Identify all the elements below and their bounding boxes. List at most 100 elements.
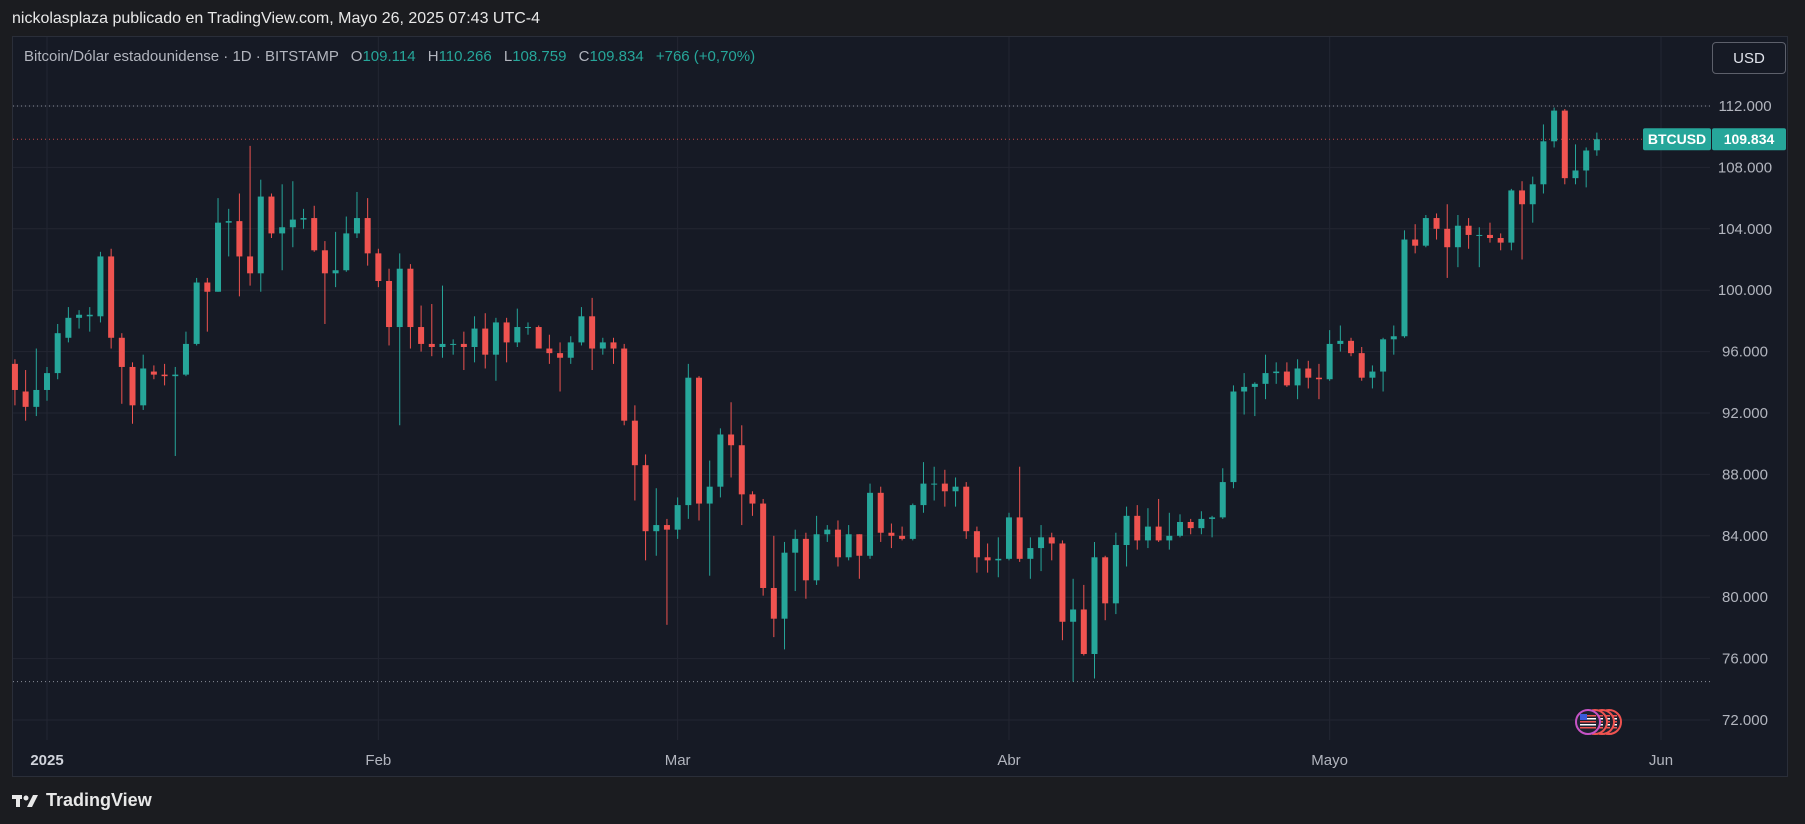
candle[interactable] <box>321 241 328 324</box>
candle[interactable] <box>1177 514 1184 538</box>
candle[interactable] <box>984 543 991 573</box>
candle[interactable] <box>257 179 264 292</box>
candle[interactable] <box>1305 360 1312 389</box>
candle[interactable] <box>1380 337 1387 392</box>
candle[interactable] <box>567 336 574 364</box>
candle[interactable] <box>172 366 179 456</box>
candle[interactable] <box>642 454 649 561</box>
candle[interactable] <box>888 523 895 549</box>
candle[interactable] <box>1551 107 1558 148</box>
event-flags[interactable] <box>1575 709 1622 735</box>
candle[interactable] <box>375 248 382 288</box>
candle[interactable] <box>1497 233 1504 251</box>
candle[interactable] <box>621 343 628 426</box>
candle[interactable] <box>706 460 713 576</box>
candle[interactable] <box>1508 188 1515 251</box>
candle[interactable] <box>11 359 18 406</box>
candle[interactable] <box>557 342 564 392</box>
candle[interactable] <box>599 337 606 355</box>
candle[interactable] <box>909 503 916 541</box>
candle[interactable] <box>1230 385 1237 489</box>
candle[interactable] <box>685 363 692 519</box>
candle[interactable] <box>760 498 767 596</box>
candle[interactable] <box>386 268 393 346</box>
candle[interactable] <box>1005 512 1012 561</box>
candle[interactable] <box>1080 584 1087 656</box>
candle[interactable] <box>44 366 50 401</box>
candle[interactable] <box>225 208 232 257</box>
candle[interactable] <box>1572 144 1579 185</box>
candle[interactable] <box>653 488 660 556</box>
candle[interactable] <box>22 370 29 421</box>
candle[interactable] <box>1102 555 1109 621</box>
candle[interactable] <box>749 491 756 516</box>
candle[interactable] <box>899 526 906 541</box>
candle[interactable] <box>1155 498 1162 542</box>
candle[interactable] <box>1112 532 1119 615</box>
candle[interactable] <box>1476 227 1483 268</box>
candle[interactable] <box>503 317 510 363</box>
candle[interactable] <box>86 307 93 332</box>
candle[interactable] <box>1027 537 1034 579</box>
candle[interactable] <box>1433 213 1440 240</box>
candle[interactable] <box>1337 325 1344 352</box>
candle[interactable] <box>1273 362 1280 384</box>
candle[interactable] <box>450 339 457 355</box>
candle[interactable] <box>920 462 927 513</box>
candle[interactable] <box>1144 508 1151 549</box>
candle[interactable] <box>1529 176 1536 223</box>
candle[interactable] <box>343 216 350 272</box>
us-flag-icon[interactable] <box>1575 709 1601 735</box>
candle[interactable] <box>268 193 275 239</box>
candle[interactable] <box>1593 132 1600 156</box>
candle[interactable] <box>1166 512 1173 550</box>
candle[interactable] <box>482 313 489 369</box>
candle[interactable] <box>589 297 596 371</box>
candle[interactable] <box>824 525 831 542</box>
candle[interactable] <box>674 497 681 539</box>
candle[interactable] <box>845 525 852 561</box>
candle[interactable] <box>439 285 446 358</box>
candle[interactable] <box>1251 382 1258 417</box>
candle[interactable] <box>738 425 745 526</box>
candle[interactable] <box>1390 325 1397 355</box>
candle[interactable] <box>215 198 222 292</box>
candle[interactable] <box>546 334 553 364</box>
candle[interactable] <box>1048 532 1055 561</box>
candle[interactable] <box>535 325 542 349</box>
candle[interactable] <box>108 248 115 349</box>
currency-button[interactable]: USD <box>1712 42 1786 74</box>
candle[interactable] <box>54 323 61 380</box>
candle[interactable] <box>1348 337 1355 357</box>
candle[interactable] <box>353 191 360 239</box>
candle[interactable] <box>1486 222 1493 243</box>
candle[interactable] <box>118 333 125 404</box>
candle[interactable] <box>332 231 339 288</box>
candle[interactable] <box>1315 363 1322 400</box>
candle[interactable] <box>1283 362 1290 387</box>
candle[interactable] <box>1209 515 1216 538</box>
candle[interactable] <box>578 307 585 346</box>
candle[interactable] <box>247 145 254 286</box>
candle[interactable] <box>65 307 72 343</box>
candle[interactable] <box>802 532 809 599</box>
candle[interactable] <box>460 331 467 371</box>
tradingview-logo[interactable]: TradingView <box>12 790 152 811</box>
candle[interactable] <box>1241 373 1248 415</box>
candle[interactable] <box>610 337 617 364</box>
candle[interactable] <box>364 198 371 266</box>
candle[interactable] <box>311 205 318 252</box>
candle[interactable] <box>770 535 777 638</box>
candle[interactable] <box>193 277 200 346</box>
candle[interactable] <box>1369 365 1376 389</box>
chart-pane[interactable] <box>12 36 1788 777</box>
candle[interactable] <box>781 541 788 650</box>
candle[interactable] <box>1091 541 1098 679</box>
candle[interactable] <box>1198 511 1205 535</box>
candle[interactable] <box>161 363 168 386</box>
candle[interactable] <box>1454 214 1461 268</box>
candle[interactable] <box>963 482 970 539</box>
candle[interactable] <box>1134 505 1141 550</box>
candle[interactable] <box>418 305 425 352</box>
